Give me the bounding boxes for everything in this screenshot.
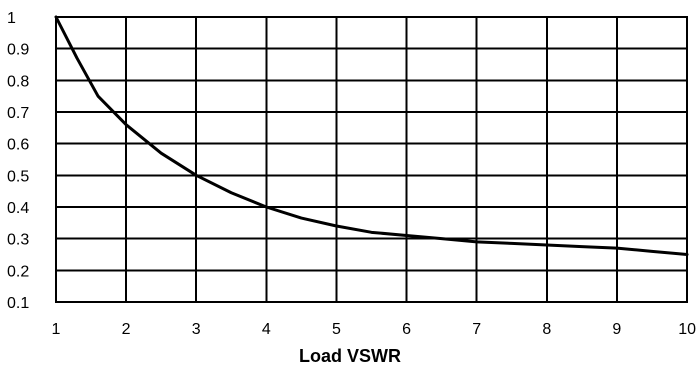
x-tick-label: 2 bbox=[122, 321, 131, 338]
x-tick-labels: 1 2 3 4 5 6 7 8 9 10 bbox=[52, 321, 697, 338]
x-tick-label: 4 bbox=[262, 321, 271, 338]
y-tick-label: 0.1 bbox=[7, 295, 29, 312]
grid bbox=[55, 16, 688, 303]
y-tick-label: 0.7 bbox=[7, 105, 29, 122]
y-tick-label: 0.6 bbox=[7, 137, 29, 154]
x-tick-label: 3 bbox=[192, 321, 201, 338]
x-tick-label: 8 bbox=[542, 321, 551, 338]
y-tick-labels: 0.1 0.2 0.3 0.4 0.5 0.6 0.7 0.8 0.9 1 bbox=[7, 10, 29, 312]
x-tick-label: 7 bbox=[472, 321, 481, 338]
y-tick-label: 0.4 bbox=[7, 200, 29, 217]
series-group bbox=[54, 15, 689, 256]
y-tick-label: 0.5 bbox=[7, 168, 29, 185]
x-tick-label: 1 bbox=[52, 321, 61, 338]
x-tick-label: 5 bbox=[332, 321, 341, 338]
x-axis-title: Load VSWR bbox=[299, 346, 401, 366]
x-tick-label: 10 bbox=[678, 321, 696, 338]
x-tick-label: 9 bbox=[612, 321, 621, 338]
plot-frame bbox=[55, 16, 688, 303]
y-tick-label: 0.2 bbox=[7, 263, 29, 280]
y-tick-label: 0.3 bbox=[7, 232, 29, 249]
series-line bbox=[54, 15, 689, 256]
y-tick-label: 0.9 bbox=[7, 42, 29, 59]
y-tick-label: 0.8 bbox=[7, 73, 29, 90]
y-tick-label: 1 bbox=[7, 10, 16, 27]
x-tick-label: 6 bbox=[402, 321, 411, 338]
